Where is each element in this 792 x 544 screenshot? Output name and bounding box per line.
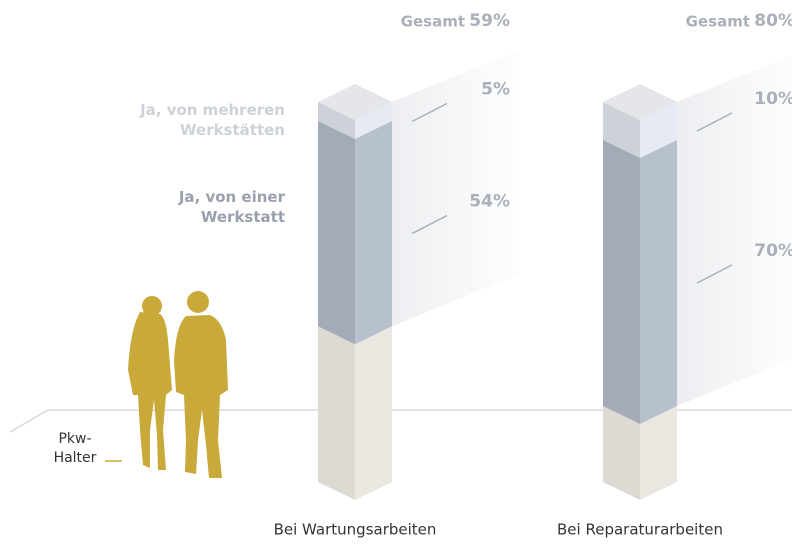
x-tick-label: Bei Reparaturarbeiten [557,521,723,539]
total-value: 80% [754,11,792,31]
value-label: 70% [754,241,792,261]
segment-right [355,102,392,139]
people-silhouette [128,291,228,478]
column-base [640,406,677,500]
column-base [355,326,392,500]
segment-left [318,102,355,139]
column-base [603,406,640,500]
total-label: Gesamt [686,13,750,31]
value-label: 5% [481,80,510,100]
series-label: Ja, von mehreren Werkstätten [140,101,285,139]
segment-right [355,121,392,345]
column-cap [603,84,677,120]
x-tick-label: Bei Wartungsarbeiten [274,521,437,539]
label-dash [696,112,733,132]
series-label: Ja, von einer Werkstatt [178,188,285,226]
projection-panel [392,50,520,327]
ground-line [9,409,792,433]
total-value: 59% [469,11,510,31]
column-cap [318,84,392,120]
segment-left [318,121,355,345]
segment-right [640,102,677,158]
value-label: 54% [469,192,510,212]
label-dash [696,264,733,284]
projection-panel [677,55,792,406]
column-base [318,326,355,500]
total-label: Gesamt [401,13,465,31]
segment-left [603,102,640,158]
label-dash [411,214,448,235]
segment-right [640,140,677,424]
annotation-label: Pkw-Halter [53,431,97,466]
label-dash [411,102,448,123]
value-label: 10% [754,89,792,109]
segment-left [603,140,640,424]
